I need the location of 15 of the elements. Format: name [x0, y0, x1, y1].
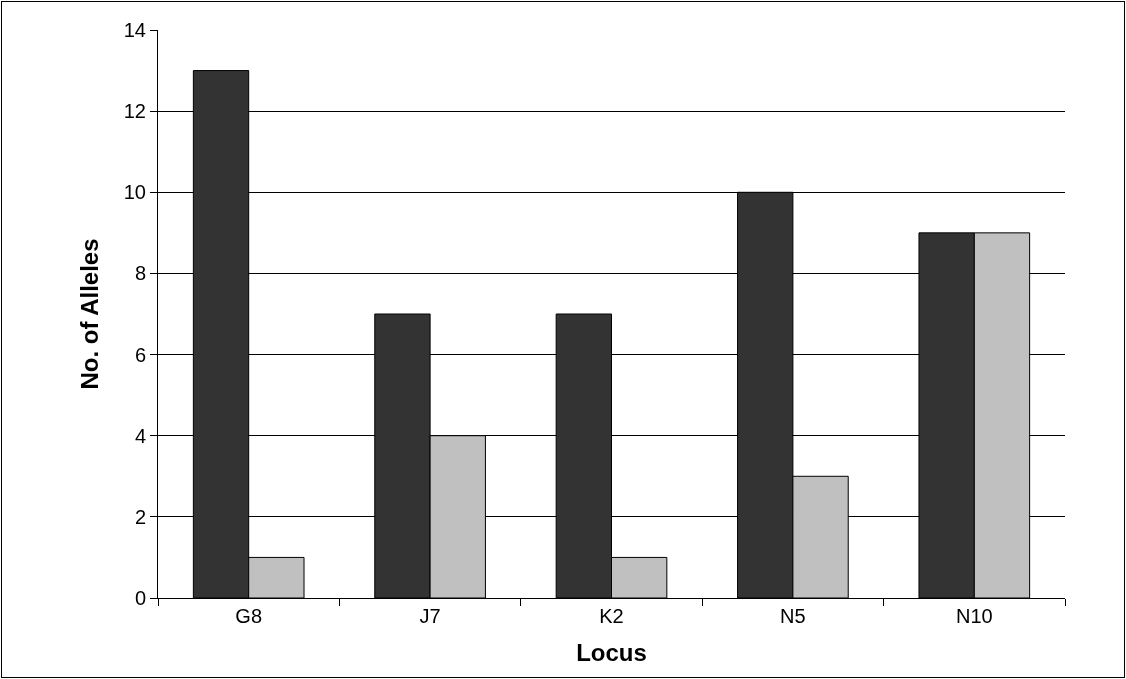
y-tick-label: 6: [134, 343, 146, 366]
y-tick-label: 8: [134, 262, 146, 285]
x-tick-label: J7: [419, 605, 441, 627]
y-tick-label: 4: [134, 424, 146, 447]
x-axis-title: Locus: [576, 639, 647, 667]
y-tick-label: 2: [134, 505, 146, 528]
x-tick-label: N10: [955, 605, 993, 627]
y-axis-title: No. of Alleles: [75, 238, 103, 390]
y-tick-label: 12: [123, 100, 146, 123]
y-tick-label: 14: [123, 19, 146, 41]
y-tick-label: 10: [123, 181, 146, 204]
x-tick-label: N5: [780, 605, 806, 627]
x-tick-label: G8: [235, 605, 263, 627]
y-tick-label: 0: [134, 587, 146, 609]
x-tick-label: K2: [599, 605, 624, 627]
